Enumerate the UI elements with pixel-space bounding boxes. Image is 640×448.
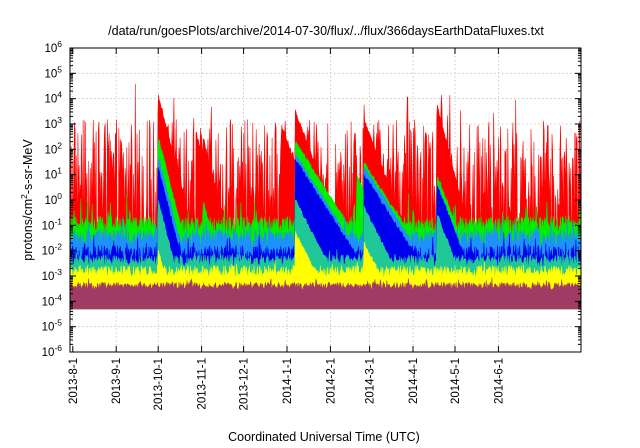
y-tick-label: 10-6	[42, 343, 63, 359]
y-tick-label: 103	[44, 115, 62, 131]
y-tick-label: 10-3	[42, 267, 63, 283]
y-axis-label-base: protons/cm	[21, 199, 35, 261]
x-tick-label: 2013-12-1	[239, 358, 251, 410]
x-tick-label: 2014-6-1	[493, 358, 505, 404]
x-axis-label: Coordinated Universal Time (UTC)	[228, 430, 420, 444]
y-tick-label: 100	[44, 191, 62, 207]
y-tick-label: 10-4	[42, 292, 63, 308]
x-tick-label: 2013-9-1	[111, 358, 123, 404]
x-tick-label: 2014-1-1	[282, 358, 294, 404]
y-tick-label: 10-5	[42, 318, 63, 334]
y-tick-label: 10-1	[42, 216, 63, 232]
chart-title: /data/run/goesPlots/archive/2014-07-30/f…	[108, 24, 544, 38]
y-axis-label: protons/cm2-s-sr-MeV	[19, 139, 35, 261]
y-tick-label: 102	[44, 140, 62, 156]
x-tick-label: 2013-10-1	[153, 358, 165, 410]
x-tick-label: 2014-5-1	[450, 358, 462, 404]
x-tick-label: 2013-11-1	[197, 358, 209, 410]
y-tick-label: 10-2	[42, 242, 63, 258]
y-axis-ticks: 10-6 10-5 10-4 10-3 10-2 10-1 100 101 102 103 104 1…	[42, 39, 581, 359]
y-tick-label: 106	[44, 39, 62, 55]
x-tick-label: 2013-8-1	[68, 358, 80, 404]
x-axis-ticks: 2013-8-1 2013-9-1 2013-10-1 2013-11-1 2013-1…	[68, 48, 505, 410]
series-area	[70, 83, 581, 310]
x-tick-label: 2014-2-1	[325, 358, 337, 404]
y-tick-label: 104	[44, 90, 62, 106]
y-tick-label: 105	[44, 64, 62, 80]
x-tick-label: 2014-3-1	[365, 358, 377, 404]
flux-series-7	[70, 277, 581, 310]
y-axis-label-rest: -s-sr-MeV	[21, 139, 35, 195]
y-axis-label-sup: 2	[19, 194, 29, 199]
y-tick-label: 101	[44, 166, 62, 182]
x-tick-label: 2014-4-1	[408, 358, 420, 404]
